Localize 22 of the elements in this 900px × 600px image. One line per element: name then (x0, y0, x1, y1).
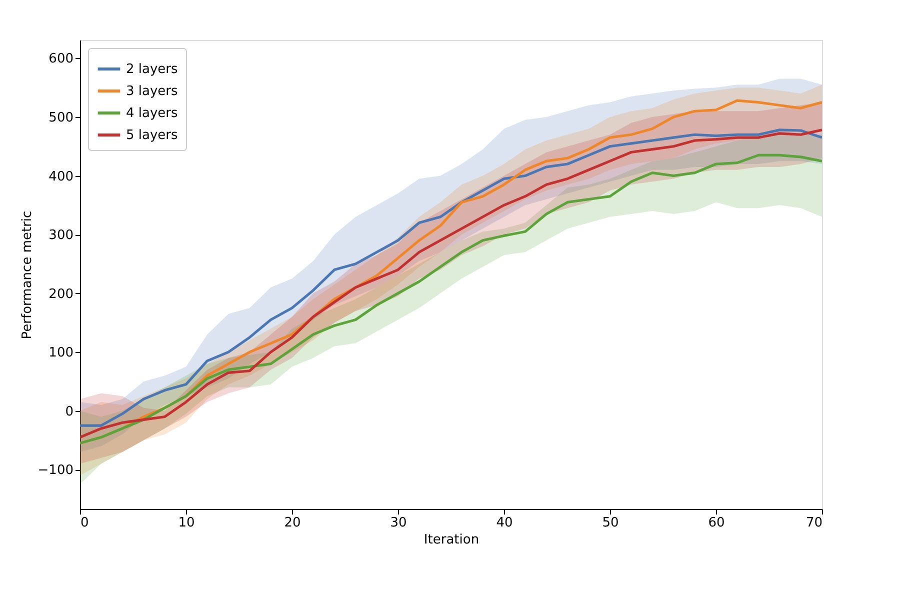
y-tick-label: 500 (48, 110, 74, 126)
y-tick-label: 300 (48, 228, 74, 244)
y-tick-label: 400 (48, 169, 74, 184)
x-tick-label: 50 (602, 516, 619, 530)
x-tick-label: 10 (178, 516, 195, 530)
x-tick-label: 40 (496, 516, 513, 530)
legend-label: 5 layers (126, 128, 178, 143)
legend-label: 3 layers (126, 84, 178, 99)
legend-label: 4 layers (126, 106, 178, 121)
legend-label: 2 layers (126, 62, 178, 77)
x-tick-label: 20 (284, 516, 301, 530)
x-tick-label: 70 (806, 516, 822, 530)
x-tick-label: 0 (80, 516, 89, 530)
x-axis-title: Iteration (424, 532, 480, 548)
x-tick-label: 60 (708, 516, 725, 530)
y-tick-label: −100 (38, 463, 74, 478)
x-tick-label: 30 (390, 516, 407, 530)
y-axis-title: Performance metric (20, 210, 35, 340)
y-tick-label: 0 (65, 404, 74, 420)
y-tick-label: 100 (48, 346, 74, 361)
y-tick-label: 200 (48, 286, 74, 302)
y-tick-label: 600 (48, 52, 74, 67)
